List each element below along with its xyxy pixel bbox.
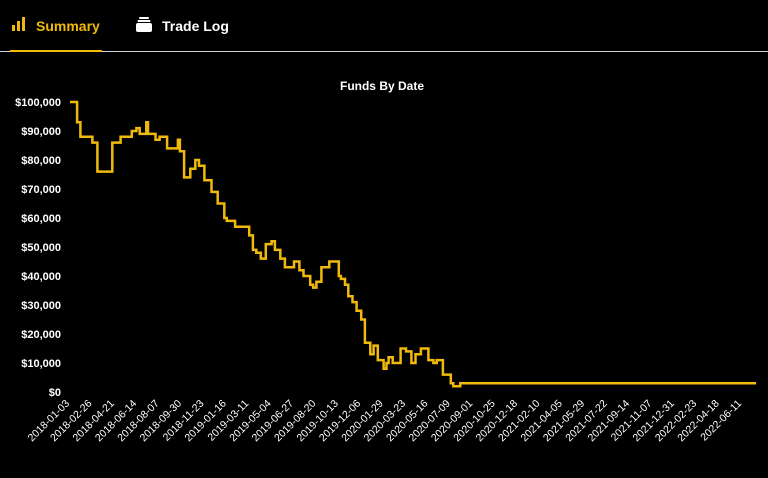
chart-title: Funds By Date — [340, 79, 424, 93]
tab-summary-label: Summary — [36, 17, 100, 34]
y-tick-label: $80,000 — [21, 155, 61, 167]
y-tick-label: $40,000 — [21, 271, 61, 283]
y-tick-label: $30,000 — [21, 300, 61, 312]
y-tick-label: $60,000 — [21, 213, 61, 225]
x-axis: 2018-01-032018-02-262018-04-212018-06-14… — [26, 398, 745, 445]
tab-trade-log[interactable]: Trade Log — [136, 0, 229, 51]
y-tick-label: $90,000 — [21, 126, 61, 138]
y-tick-label: $20,000 — [21, 329, 61, 341]
stack-icon — [136, 16, 152, 35]
y-tick-label: $100,000 — [15, 97, 61, 109]
series-line — [70, 100, 757, 388]
funds-chart: Funds By Date $0 $10,000 $20,000 $30,000 $40… — [0, 52, 768, 473]
y-tick-label: $70,000 — [21, 184, 61, 196]
tab-trade-log-label: Trade Log — [162, 17, 229, 34]
tab-summary[interactable]: Summary — [10, 0, 102, 52]
bar-chart-icon — [12, 17, 26, 34]
funds-chart-svg: Funds By Date $0 $10,000 $20,000 $30,000 $40… — [15, 79, 757, 445]
y-tick-label: $0 — [49, 387, 61, 399]
y-tick-label: $50,000 — [21, 242, 61, 254]
tab-bar: Summary Trade Log — [0, 0, 768, 52]
y-tick-label: $10,000 — [21, 358, 61, 370]
y-axis: $0 $10,000 $20,000 $30,000 $40,000 $50,000 $60… — [15, 97, 61, 399]
